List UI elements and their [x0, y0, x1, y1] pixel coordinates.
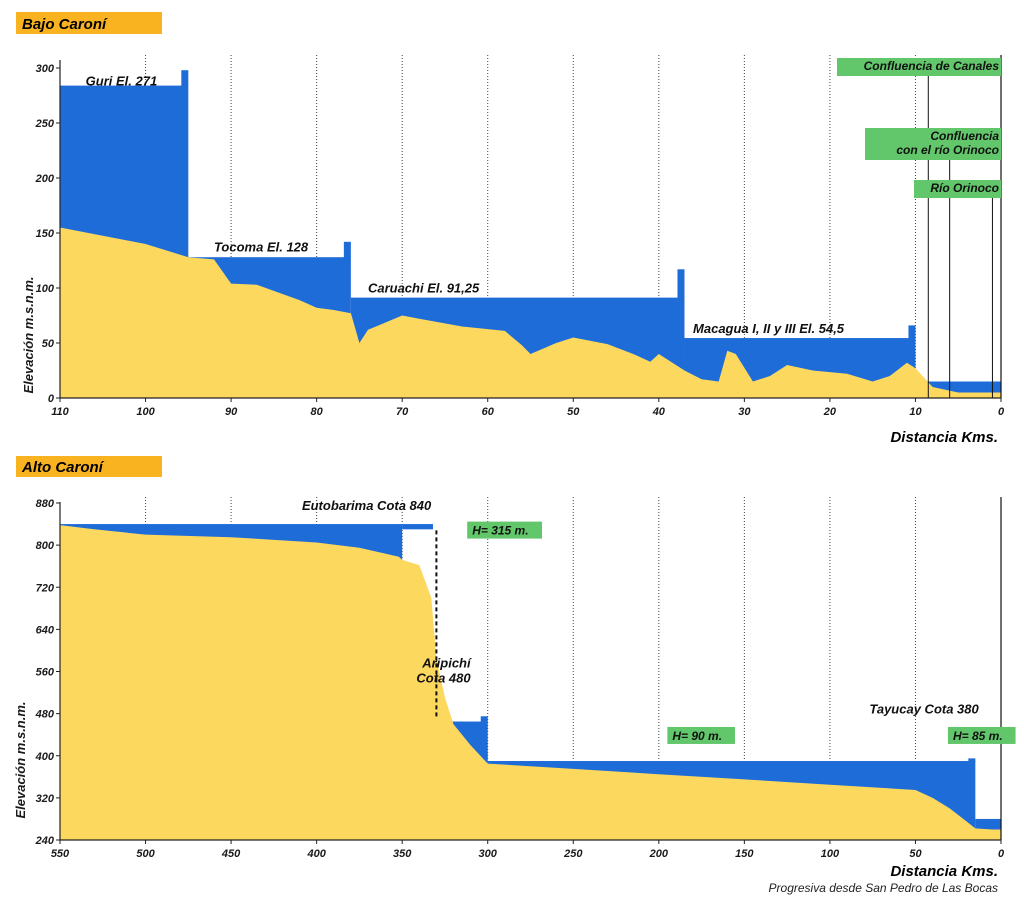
bajo-reservoirs — [181, 70, 916, 340]
x-tick-label: 50 — [909, 848, 922, 860]
bajo-terrain — [60, 85, 1001, 398]
x-tick-label: 100 — [136, 406, 155, 418]
y-tick-label: 240 — [35, 835, 55, 847]
y-tick-label: 50 — [42, 338, 55, 350]
bajo-header-band — [16, 12, 162, 34]
alto-reservoirs — [402, 524, 976, 763]
alto-y-ticks: 240 320 400 480 560 640 720 800 880 — [35, 498, 60, 847]
x-tick-label: 20 — [823, 406, 837, 418]
x-tick-label: 90 — [225, 406, 238, 418]
bajo-title: Bajo Caroní — [22, 16, 108, 33]
y-tick-label: 480 — [35, 709, 55, 721]
x-tick-label: 110 — [51, 406, 69, 418]
alto-y-axis-label: Elevación m.s.n.m. — [13, 701, 28, 818]
dam-wall — [480, 716, 488, 723]
x-tick-label: 0 — [998, 406, 1005, 418]
x-tick-label: 30 — [738, 406, 751, 418]
y-tick-label: 880 — [36, 498, 55, 510]
dam-label: Guri El. 271 — [86, 74, 158, 89]
alto-header-band — [16, 456, 162, 477]
green-label-text: H= 90 m. — [672, 729, 722, 743]
alto-x-axis-label: Distancia Kms. — [890, 863, 998, 880]
dam-label: Tocoma El. 128 — [214, 240, 309, 255]
x-tick-label: 40 — [652, 406, 666, 418]
green-label-text: Confluencia — [930, 129, 999, 143]
bajo-y-ticks: 0 50 100 150 200 250 300 — [35, 63, 60, 405]
green-label-text: Río Orinoco — [930, 181, 999, 195]
bajo-dam-labels: Guri El. 271 Tocoma El. 128 Caruachi El. 9… — [86, 74, 845, 337]
x-tick-label: 60 — [482, 406, 495, 418]
y-tick-label: 100 — [36, 283, 55, 295]
x-tick-label: 350 — [393, 848, 412, 860]
x-tick-label: 150 — [735, 848, 754, 860]
terrain-area — [60, 227, 1001, 398]
alto-reference-lines — [435, 497, 1002, 840]
x-tick-label: 450 — [221, 848, 241, 860]
dam-label: Caruachi El. 91,25 — [368, 280, 480, 295]
dam-wall — [181, 70, 189, 87]
green-label-text: H= 315 m. — [472, 524, 528, 538]
y-tick-label: 720 — [36, 582, 55, 594]
weir — [402, 524, 433, 530]
alto-footnote: Progresiva desde San Pedro de Las Bocas — [769, 881, 998, 895]
bajo-reference-lines — [927, 55, 1002, 398]
x-tick-label: 500 — [136, 848, 155, 860]
y-tick-label: 640 — [36, 624, 55, 636]
y-tick-label: 800 — [36, 540, 55, 552]
y-tick-label: 250 — [35, 118, 55, 130]
green-label-text: con el río Orinoco — [896, 143, 999, 157]
alto-x-ticks: 550 500 450 400 350 300 250 200 150 100 50 0 — [51, 840, 1005, 860]
bajo-x-axis-label: Distancia Kms. — [890, 429, 998, 446]
green-label-box — [467, 521, 542, 539]
terrain-area — [60, 525, 1001, 840]
alto-terrain — [60, 524, 1001, 840]
y-tick-label: 400 — [35, 751, 55, 763]
x-tick-label: 70 — [396, 406, 409, 418]
x-tick-label: 100 — [821, 848, 840, 860]
x-tick-label: 80 — [311, 406, 324, 418]
y-tick-label: 300 — [36, 63, 55, 75]
x-tick-label: 0 — [998, 848, 1005, 860]
y-tick-label: 320 — [36, 793, 55, 805]
x-tick-label: 550 — [51, 848, 70, 860]
dam-label: Eutobarima Cota 840 — [302, 498, 432, 513]
x-tick-label: 400 — [306, 848, 326, 860]
alto-title: Alto Caroní — [21, 459, 105, 476]
alto-green-labels: H= 315 m. H= 90 m. H= 85 m. — [467, 521, 1016, 744]
green-label-box — [947, 726, 1016, 744]
x-tick-label: 200 — [649, 848, 669, 860]
dam-wall — [968, 758, 976, 763]
dam-wall — [677, 269, 685, 299]
y-tick-label: 0 — [48, 393, 55, 405]
green-label-text: Confluencia de Canales — [864, 59, 1000, 73]
x-tick-label: 250 — [563, 848, 583, 860]
dam-label: Aripichí — [421, 655, 472, 670]
green-label-text: H= 85 m. — [953, 729, 1003, 743]
bajo-axes — [59, 60, 1001, 399]
dam-label: Cota 480 — [416, 670, 471, 685]
bajo-x-ticks: 110 100 90 80 70 60 50 40 30 20 10 0 — [51, 398, 1005, 418]
bajo-y-axis-label: Elevación m.s.n.m. — [21, 276, 36, 393]
y-tick-label: 200 — [35, 173, 55, 185]
green-label-box — [837, 58, 1001, 76]
y-tick-label: 150 — [36, 228, 55, 240]
y-tick-label: 560 — [36, 667, 55, 679]
green-label-box — [914, 180, 1001, 198]
green-label-box — [865, 128, 1001, 160]
alto-caroni-panel: Alto Caroní 240320400480560640720800880 … — [13, 456, 1016, 895]
x-tick-label: 50 — [567, 406, 580, 418]
dam-wall — [908, 325, 916, 340]
green-label-box — [667, 726, 735, 744]
dam-wall — [343, 241, 351, 259]
x-tick-label: 300 — [479, 848, 498, 860]
x-tick-label: 10 — [909, 406, 922, 418]
dam-label: Macagua I, II y III El. 54,5 — [693, 321, 845, 336]
dam-label: Tayucay Cota 380 — [869, 702, 979, 717]
